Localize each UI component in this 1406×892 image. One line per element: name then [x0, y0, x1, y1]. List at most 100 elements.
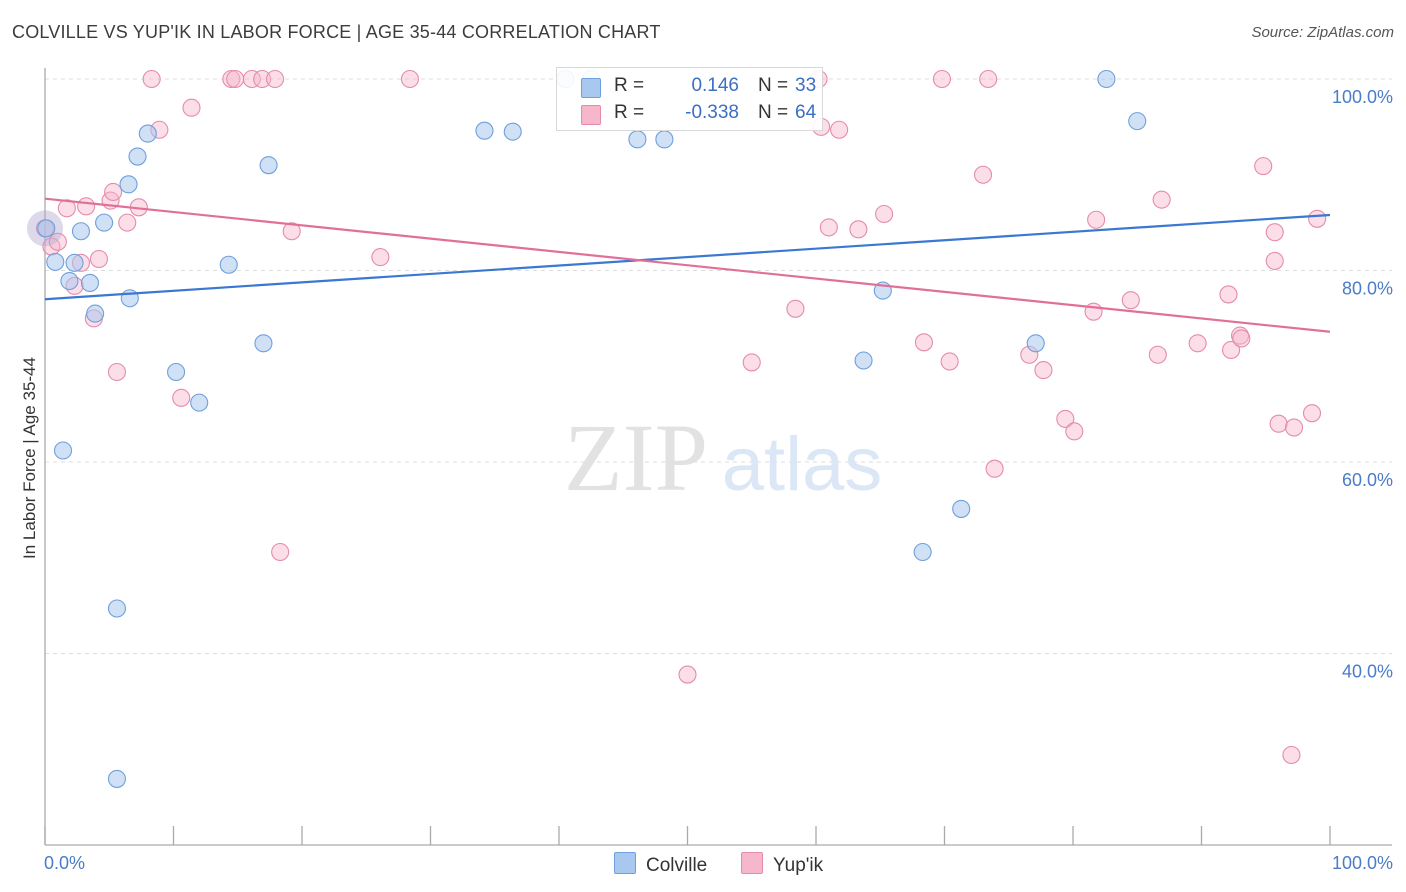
tick-labels: 40.0% 60.0% 80.0% 100.0% 0.0% 100.0%: [44, 87, 1393, 873]
colville-legend-swatch: [614, 852, 636, 874]
colville-point: [61, 273, 78, 290]
watermark-zip: ZIP: [564, 404, 708, 511]
yupik-legend-label: Yup'ik: [773, 855, 823, 876]
yupik-point: [820, 219, 837, 236]
yupik-point: [227, 71, 244, 88]
colville-point: [855, 352, 872, 369]
yupik-point: [1189, 335, 1206, 352]
correlation-legend: R = 0.146 N = 33 R = -0.338 N = 64: [556, 67, 823, 131]
yupik-point: [1255, 158, 1272, 175]
yupik-point: [941, 353, 958, 370]
yupik-point: [272, 544, 289, 561]
colville-point: [1027, 335, 1044, 352]
yupik-r-value: -0.338: [647, 102, 739, 124]
yupik-point: [1035, 362, 1052, 379]
axes: [45, 68, 1392, 845]
colville-point: [191, 394, 208, 411]
r-label: R =: [614, 102, 644, 124]
colville-point: [504, 123, 521, 140]
y-tick-label: 100.0%: [1332, 87, 1393, 107]
colville-point: [108, 600, 125, 617]
n-label: N =: [758, 102, 788, 124]
colville-swatch: [581, 78, 601, 98]
yupik-point: [183, 99, 200, 116]
yupik-point: [1066, 423, 1083, 440]
yupik-point: [267, 71, 284, 88]
x-tick-label-max: 100.0%: [1332, 853, 1393, 873]
n-label: N =: [758, 75, 788, 97]
colville-trend-line: [45, 215, 1330, 299]
colville-point: [96, 214, 113, 231]
scatter-plot: ZIP atlas 40.0% 60.0% 80.0% 100.0% 0.0% 100.0…: [0, 0, 1406, 892]
yupik-point: [372, 249, 389, 266]
colville-point: [47, 253, 64, 270]
yupik-point: [975, 166, 992, 183]
yupik-point: [1286, 419, 1303, 436]
yupik-point: [1153, 191, 1170, 208]
yupik-point: [980, 71, 997, 88]
yupik-point: [986, 460, 1003, 477]
colville-point: [54, 442, 71, 459]
colville-point: [914, 544, 931, 561]
yupik-point: [1266, 252, 1283, 269]
colville-point: [1129, 113, 1146, 130]
colville-point: [139, 125, 156, 142]
gridlines: [45, 79, 1392, 654]
colville-point: [72, 223, 89, 240]
yupik-point: [1122, 292, 1139, 309]
yupik-point: [143, 71, 160, 88]
colville-point: [81, 274, 98, 291]
yupik-point: [1233, 330, 1250, 347]
y-tick-label: 80.0%: [1342, 279, 1393, 299]
yupik-point: [401, 71, 418, 88]
colville-point: [220, 256, 237, 273]
colville-point: [66, 254, 83, 271]
colville-point: [260, 157, 277, 174]
colville-point: [255, 335, 272, 352]
r-label: R =: [614, 75, 644, 97]
yupik-point: [743, 354, 760, 371]
colville-point: [1098, 71, 1115, 88]
colville-point: [953, 500, 970, 517]
yupik-point: [119, 214, 136, 231]
watermark: ZIP atlas: [564, 404, 882, 511]
yupik-point: [915, 334, 932, 351]
colville-point: [656, 131, 673, 148]
yupik-point: [1304, 405, 1321, 422]
yupik-point: [105, 183, 122, 200]
bottom-legend-colville: Colville: [614, 852, 707, 877]
yupik-point: [787, 300, 804, 317]
colville-point: [120, 176, 137, 193]
yupik-point: [108, 363, 125, 380]
yupik-point: [679, 666, 696, 683]
yupik-point: [933, 71, 950, 88]
colville-point: [38, 220, 55, 237]
yupik-n-value: 64: [795, 102, 816, 124]
yupik-point: [1283, 746, 1300, 763]
watermark-atlas: atlas: [722, 422, 883, 507]
y-tick-label: 60.0%: [1342, 470, 1393, 490]
yupik-point: [1266, 224, 1283, 241]
bottom-legend-yupik: Yup'ik: [741, 852, 823, 877]
yupik-point: [1220, 286, 1237, 303]
y-tick-label: 40.0%: [1342, 662, 1393, 682]
colville-r-value: 0.146: [647, 75, 739, 97]
yupik-point: [831, 121, 848, 138]
yupik-point: [1149, 346, 1166, 363]
yupik-point: [876, 206, 893, 223]
colville-point: [87, 305, 104, 322]
colville-point: [629, 131, 646, 148]
yupik-swatch: [581, 105, 601, 125]
colville-n-value: 33: [795, 75, 816, 97]
x-tick-label-min: 0.0%: [44, 853, 85, 873]
yupik-point: [1309, 210, 1326, 227]
yupik-point: [78, 198, 95, 215]
yupik-point: [1088, 211, 1105, 228]
colville-legend-label: Colville: [646, 855, 707, 876]
colville-point: [108, 770, 125, 787]
colville-point: [476, 122, 493, 139]
yupik-point: [1270, 415, 1287, 432]
colville-point: [129, 148, 146, 165]
yupik-point: [90, 251, 107, 268]
colville-point: [168, 363, 185, 380]
